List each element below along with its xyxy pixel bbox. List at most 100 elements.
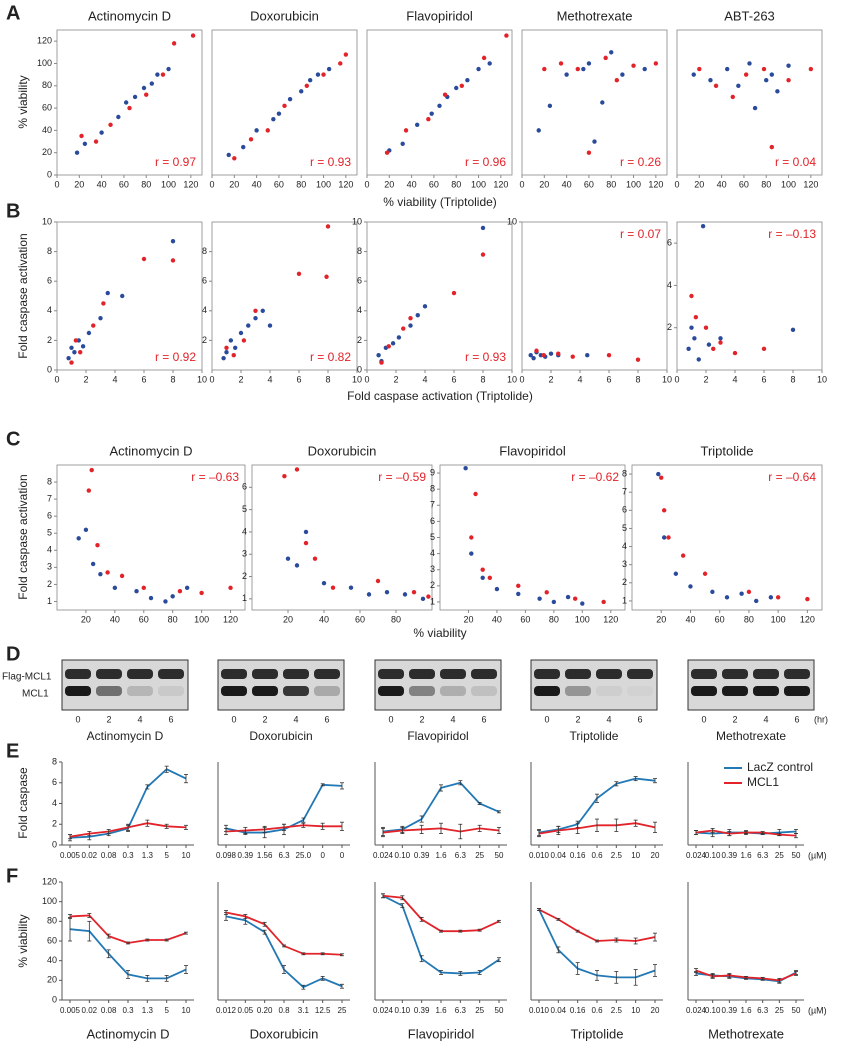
x-tick-label: 5 (164, 851, 169, 860)
x-tick-label: 120 (648, 179, 663, 189)
y-tick-label: 1 (622, 595, 627, 605)
point (688, 584, 693, 589)
x-tick-label: 20 (651, 1006, 660, 1015)
error-bar (710, 828, 715, 833)
error-bar (439, 929, 443, 933)
point (769, 72, 775, 77)
error-bar (633, 969, 638, 986)
point (231, 353, 236, 358)
point (86, 488, 92, 493)
point (326, 66, 332, 72)
x-tick-label: 2 (393, 374, 398, 384)
point (105, 290, 110, 296)
point (724, 595, 730, 600)
point (384, 150, 390, 155)
point (83, 527, 89, 533)
error-bar (320, 952, 325, 956)
x-tick-label: 10 (197, 374, 207, 384)
point (692, 336, 697, 341)
x-tick-label: 0.10 (705, 1006, 721, 1015)
error-bar (537, 908, 541, 911)
x-tick-label: 6.3 (757, 851, 769, 860)
x-tick-label: 60 (520, 614, 530, 624)
point (141, 585, 146, 591)
point (754, 598, 759, 604)
point (614, 77, 620, 83)
error-bar (224, 828, 228, 836)
blot-band (627, 669, 653, 679)
x-tick-label: 80 (296, 179, 306, 189)
x-tick-label: 100 (771, 614, 786, 624)
x-tick-label: 60 (739, 179, 749, 189)
y-tick-label: 6 (667, 238, 672, 248)
error-bar (794, 833, 798, 839)
point (233, 345, 238, 350)
blot-band (409, 686, 435, 696)
point (642, 66, 647, 72)
point (547, 103, 553, 109)
y-tick-label: 4 (667, 280, 672, 290)
point (548, 351, 554, 356)
error-bar (106, 829, 111, 834)
chart-title: Doxorubicin (308, 443, 377, 458)
y-tick-label: 80 (47, 916, 57, 926)
point (171, 41, 177, 46)
x-tick-label: 6.3 (455, 1006, 467, 1015)
time-label: 6 (324, 714, 329, 724)
x-tick-label: 1.3 (142, 1006, 154, 1015)
point (177, 589, 183, 594)
x-tick-label: 20 (694, 179, 704, 189)
error-bar (497, 826, 501, 834)
blot-band (283, 669, 309, 679)
error-bar (164, 765, 169, 773)
y-axis-label: Fold caspase activation (16, 233, 30, 358)
point (149, 81, 155, 86)
error-bar (145, 784, 150, 790)
point (689, 325, 694, 330)
line (382, 894, 500, 933)
point (673, 571, 679, 576)
point (631, 63, 636, 68)
x-tick-label: 80 (549, 614, 559, 624)
point (585, 353, 590, 358)
point (603, 55, 608, 61)
point (473, 491, 478, 497)
x-tick-label: 6 (606, 374, 611, 384)
x-tick-label: 10 (182, 851, 191, 860)
error-bar (760, 976, 765, 980)
time-label: 0 (75, 714, 80, 724)
error-bar (224, 910, 228, 915)
point (82, 141, 88, 146)
error-bar (126, 823, 130, 831)
point (551, 599, 557, 605)
error-bar (595, 970, 599, 981)
error-bar (760, 831, 765, 834)
drug-name: Triptolide (570, 729, 619, 743)
x-tick-label: 1.56 (257, 851, 273, 860)
x-tick-label: 40 (319, 614, 329, 624)
drug-name: Actinomycin D (87, 729, 164, 743)
blot-band (534, 686, 560, 696)
y-tick-label: 4 (430, 548, 435, 558)
error-bar (340, 821, 344, 831)
point (141, 85, 147, 91)
error-bar (477, 928, 482, 932)
x-tick-label: 80 (451, 179, 461, 189)
point (761, 346, 767, 352)
point (661, 508, 667, 513)
y-tick-label: 6 (357, 276, 362, 286)
point (376, 353, 381, 358)
time-unit: (hr) (814, 714, 828, 724)
blot-band (65, 669, 91, 679)
correlation-label: r = 0.04 (775, 155, 816, 169)
error-bar (126, 970, 130, 979)
y-tick-label: 6 (47, 276, 52, 286)
point (90, 561, 96, 567)
point (170, 258, 176, 263)
x-tick-label: 25 (338, 1006, 347, 1015)
point (134, 589, 139, 594)
x-tick-label: 1.3 (142, 851, 154, 860)
x-tick-label: 1.6 (740, 1006, 752, 1015)
point (442, 92, 448, 97)
